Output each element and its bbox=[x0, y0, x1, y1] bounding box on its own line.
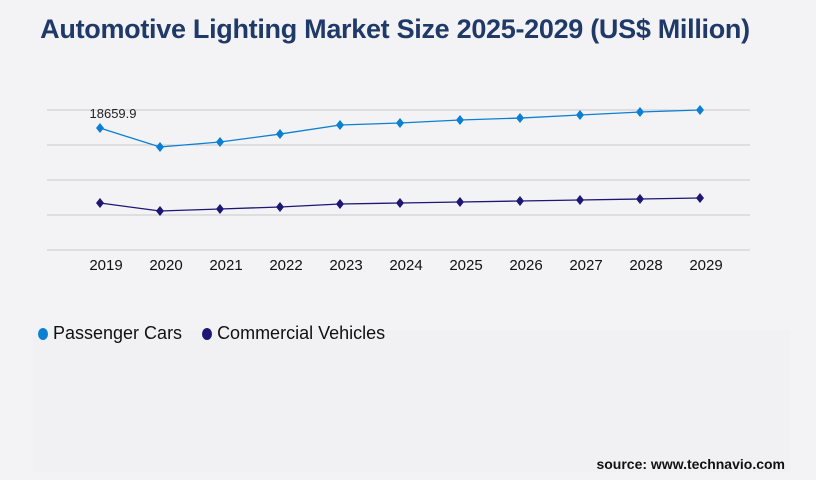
x-tick-label: 2019 bbox=[89, 257, 122, 274]
data-point bbox=[576, 110, 584, 121]
data-point bbox=[96, 123, 104, 134]
data-point bbox=[276, 129, 284, 140]
x-tick-label: 2023 bbox=[329, 257, 362, 274]
data-point bbox=[216, 137, 224, 148]
data-point bbox=[396, 118, 404, 129]
data-point bbox=[516, 195, 524, 206]
data-point bbox=[696, 192, 704, 203]
background-panel bbox=[33, 330, 790, 472]
data-point bbox=[96, 198, 104, 209]
data-point bbox=[576, 195, 584, 205]
x-tick-label: 2020 bbox=[149, 257, 182, 274]
data-point bbox=[516, 113, 524, 124]
data-point bbox=[696, 105, 704, 115]
x-tick-label: 2026 bbox=[509, 257, 542, 274]
chart-title: Automotive Lighting Market Size 2025-202… bbox=[40, 14, 750, 44]
source-text: source: www.technavio.com bbox=[596, 456, 785, 472]
x-tick-label: 2025 bbox=[449, 257, 482, 274]
legend-marker-icon bbox=[38, 327, 48, 340]
x-tick-label: 2028 bbox=[629, 257, 662, 274]
legend-label: Passenger Cars bbox=[53, 323, 183, 343]
data-point bbox=[216, 204, 224, 215]
series-line bbox=[99, 109, 701, 148]
data-point bbox=[336, 198, 344, 209]
data-point bbox=[336, 120, 344, 131]
x-tick-label: 2022 bbox=[269, 257, 302, 274]
line-chart: 2019 2020 2021 2022 2023 2024 2025 2026 2027 2028… bbox=[47, 105, 750, 274]
data-point bbox=[636, 194, 644, 205]
legend-item-commercial-vehicles[interactable]: Commercial Vehicles bbox=[202, 323, 385, 344]
data-point bbox=[276, 201, 284, 212]
data-point bbox=[456, 115, 464, 125]
x-tick-label: 2029 bbox=[689, 257, 722, 274]
legend-item-passenger-cars[interactable]: Passenger Cars bbox=[38, 323, 182, 344]
x-tick-label: 2024 bbox=[389, 257, 422, 274]
data-point bbox=[156, 141, 164, 152]
legend: Passenger Cars Commercial Vehicles bbox=[38, 323, 385, 344]
data-point bbox=[456, 197, 464, 208]
legend-label: Commercial Vehicles bbox=[217, 323, 386, 343]
data-label: 18659.9 bbox=[90, 106, 137, 121]
legend-marker-icon bbox=[202, 327, 213, 340]
x-tick-label: 2027 bbox=[569, 257, 602, 274]
data-point bbox=[636, 107, 644, 118]
x-tick-label: 2021 bbox=[209, 257, 242, 274]
data-point bbox=[156, 205, 164, 216]
data-point bbox=[396, 198, 404, 209]
